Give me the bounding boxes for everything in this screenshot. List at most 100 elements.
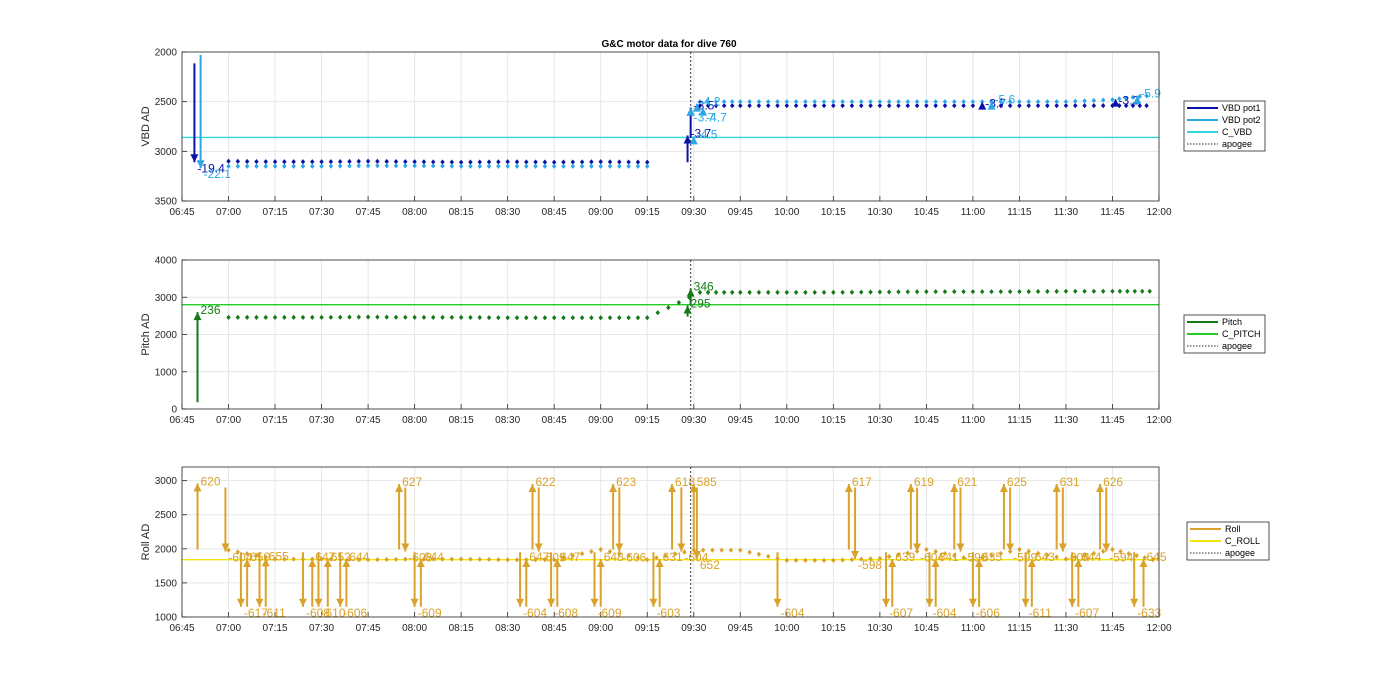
data-point: [1026, 548, 1031, 555]
x-tick-label: 11:15: [1007, 415, 1032, 426]
y-axis-label: Roll AD: [140, 524, 152, 561]
data-point: [942, 99, 948, 105]
data-point: [793, 557, 799, 564]
x-tick-label: 06:45: [169, 415, 194, 426]
data-point: [347, 314, 352, 320]
data-point: [831, 99, 836, 105]
data-point: [645, 557, 650, 563]
data-point: [1130, 103, 1136, 109]
data-point: [676, 299, 682, 306]
data-point: [282, 163, 287, 169]
x-tick-label: 10:15: [821, 207, 846, 218]
data-point: [886, 99, 892, 105]
move-label: -607: [1075, 606, 1099, 620]
data-point: [607, 315, 613, 321]
move-arrowhead: [236, 598, 245, 607]
move-label: -4.7: [706, 111, 727, 125]
data-point: [365, 557, 371, 563]
move-label: 236: [201, 303, 221, 317]
data-point: [886, 289, 892, 295]
data-point: [570, 553, 575, 559]
data-point: [896, 99, 901, 105]
data-point: [877, 99, 883, 105]
data-point: [980, 289, 985, 295]
move-label: -604: [781, 606, 805, 620]
data-point: [645, 163, 650, 169]
data-point: [738, 547, 743, 553]
data-point: [393, 163, 399, 169]
data-point: [933, 289, 938, 295]
x-tick-label: 10:30: [867, 623, 892, 634]
data-point: [1091, 288, 1097, 294]
x-tick-label: 07:00: [216, 207, 241, 218]
data-point: [263, 163, 268, 169]
x-tick-label: 11:30: [1054, 623, 1079, 634]
data-point: [821, 557, 827, 564]
data-point: [756, 551, 762, 557]
data-point: [747, 549, 752, 555]
move-label: 647: [315, 550, 335, 564]
move-arrowhead: [1074, 559, 1083, 568]
data-point: [375, 163, 380, 169]
data-point: [375, 158, 380, 164]
data-point: [626, 553, 631, 559]
move-label: -608: [306, 606, 330, 620]
move-arrowhead: [261, 558, 270, 567]
move-arrowhead: [401, 543, 410, 552]
data-point: [449, 556, 455, 562]
data-point: [617, 163, 622, 169]
x-tick-label: 10:00: [774, 623, 799, 634]
data-point: [831, 289, 836, 296]
legend-entry: apogee: [1225, 548, 1255, 558]
data-point: [551, 315, 557, 321]
move-label: -609: [598, 606, 622, 620]
move-arrowhead: [692, 551, 701, 560]
data-point: [244, 314, 250, 320]
move-label: -19.4: [197, 161, 225, 175]
data-point: [347, 163, 352, 169]
data-point: [980, 555, 985, 561]
move-label: 619: [914, 475, 934, 489]
data-point: [533, 163, 538, 169]
y-axis-label: VBD AD: [140, 106, 152, 146]
move-arrowhead: [999, 484, 1008, 493]
move-label: -604: [523, 606, 547, 620]
data-point: [272, 163, 278, 169]
data-point: [697, 99, 703, 105]
data-point: [691, 547, 696, 553]
move-label: 643: [1035, 550, 1055, 564]
data-point: [831, 103, 836, 109]
data-point: [1091, 97, 1097, 104]
move-arrowhead: [1006, 543, 1015, 552]
move-arrowhead: [1096, 484, 1105, 493]
move-label: -606: [343, 606, 367, 620]
move-arrowhead: [1058, 543, 1067, 552]
data-point: [440, 159, 445, 165]
x-tick-label: 08:45: [542, 415, 567, 426]
data-point: [365, 163, 371, 169]
data-point: [542, 163, 548, 169]
data-point: [226, 547, 231, 553]
move-label: 647: [529, 550, 549, 564]
data-point: [886, 103, 892, 109]
move-label: 635: [982, 550, 1002, 564]
data-point: [635, 315, 641, 321]
data-point: [840, 289, 845, 295]
data-point: [607, 159, 613, 165]
data-point: [561, 163, 566, 169]
data-point: [784, 557, 790, 564]
data-point: [849, 103, 855, 109]
data-point: [1082, 98, 1087, 104]
data-point: [738, 99, 743, 105]
move-arrowhead: [1052, 484, 1061, 493]
move-label: 621: [957, 475, 977, 489]
data-point: [1035, 288, 1041, 295]
data-point: [784, 103, 790, 109]
data-point: [868, 289, 873, 295]
move-arrowhead: [677, 543, 686, 552]
data-point: [431, 159, 436, 165]
data-point: [682, 549, 687, 555]
data-point: [365, 314, 371, 320]
y-tick-label: 1000: [155, 367, 178, 378]
data-point: [1063, 288, 1069, 294]
